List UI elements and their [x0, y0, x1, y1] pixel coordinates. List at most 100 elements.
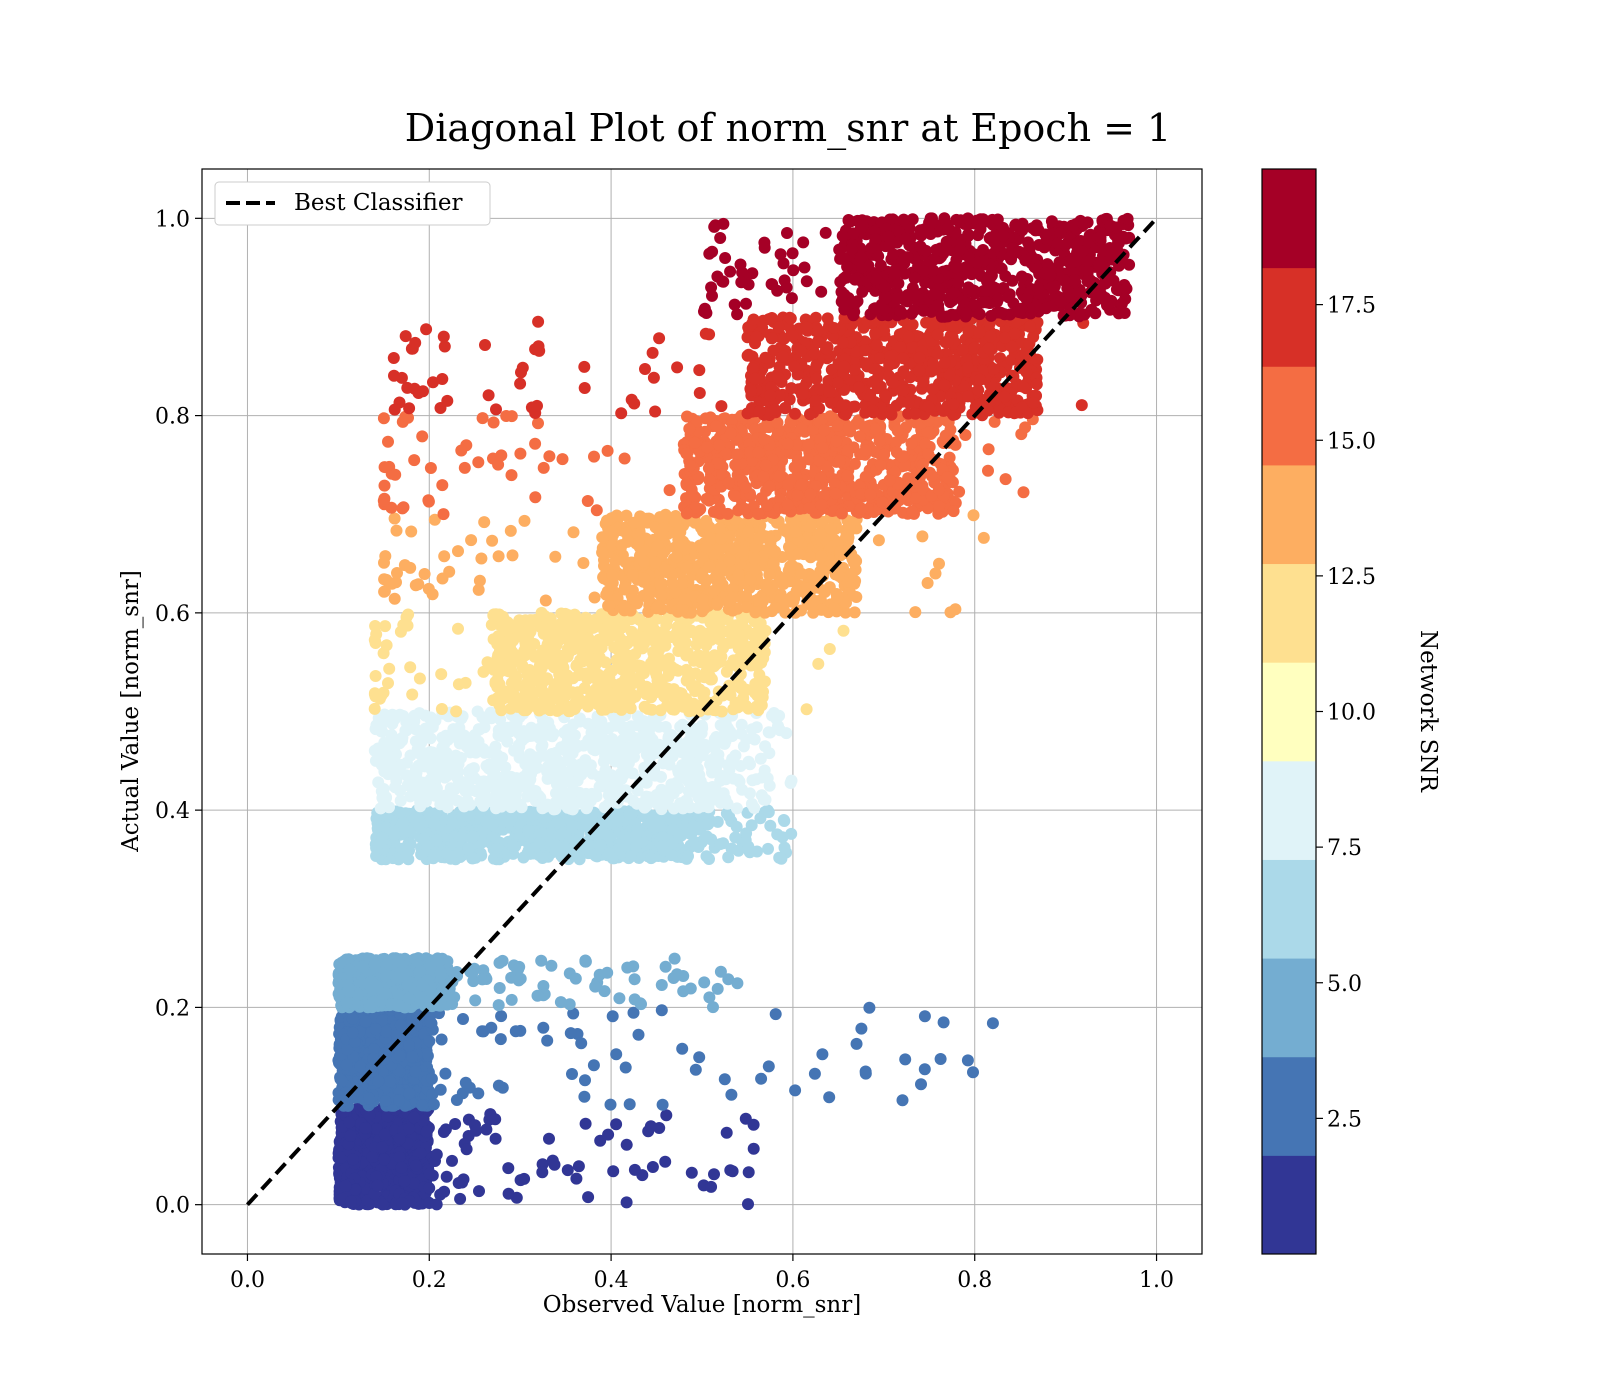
scatter-point: [340, 1059, 353, 1071]
scatter-point: [464, 746, 477, 759]
scatter-point: [674, 720, 687, 733]
scatter-point: [513, 727, 526, 740]
scatter-point: [548, 1158, 561, 1171]
scatter-point: [720, 1126, 733, 1139]
scatter-point: [731, 977, 744, 990]
scatter-point: [535, 954, 548, 967]
scatter-point: [735, 697, 748, 710]
scatter-point: [763, 779, 776, 792]
scatter-point: [541, 1034, 554, 1047]
scatter-point: [418, 832, 431, 845]
scatter-point: [698, 738, 711, 751]
scatter-point: [489, 1132, 502, 1145]
scatter-point: [629, 829, 642, 842]
scatter-point: [414, 796, 427, 809]
scatter-point: [671, 968, 683, 981]
snr-band-1: [332, 1100, 760, 1211]
scatter-point: [606, 1010, 619, 1023]
scatter-point: [516, 659, 529, 672]
scatter-point: [692, 801, 705, 814]
scatter-point: [506, 839, 519, 852]
scatter-point: [666, 823, 679, 836]
scatter-point: [513, 740, 526, 753]
scatter-point: [603, 722, 616, 735]
scatter-point: [685, 746, 698, 759]
scatter-point: [514, 798, 527, 811]
scatter-point: [499, 761, 512, 774]
scatter-point: [388, 828, 401, 841]
scatter-point: [630, 840, 643, 853]
scatter-point: [451, 794, 464, 807]
scatter-point: [344, 1129, 357, 1142]
scatter-point: [607, 1165, 620, 1178]
scatter-point: [726, 753, 739, 765]
scatter-point: [536, 852, 549, 864]
scatter-point: [603, 787, 616, 800]
scatter-point: [357, 960, 369, 973]
scatter-point: [934, 1053, 947, 1065]
scatter-point: [368, 958, 381, 971]
scatter-point: [440, 1170, 453, 1183]
scatter-point: [568, 729, 581, 742]
snr-band-11: [368, 606, 850, 718]
scatter-point: [720, 665, 733, 678]
scatter-point: [340, 996, 353, 1009]
scatter-point: [789, 1084, 802, 1097]
scatter-point: [408, 812, 421, 825]
scatter-point: [434, 1083, 447, 1096]
scatter-points: [332, 212, 1136, 1211]
scatter-point: [730, 820, 743, 833]
scatter-point: [455, 831, 468, 843]
scatter-point: [655, 1004, 668, 1017]
scatter-point: [613, 992, 626, 1005]
scatter-point: [372, 742, 385, 755]
scatter-point: [684, 982, 697, 995]
scatter-point: [396, 1197, 408, 1209]
scatter-point: [679, 647, 692, 660]
scatter-point: [682, 670, 695, 683]
scatter-point: [575, 1037, 588, 1050]
scatter-point: [535, 662, 548, 675]
scatter-point: [542, 716, 555, 729]
scatter-point: [918, 1010, 931, 1023]
scatter-point: [619, 654, 632, 667]
scatter-point: [682, 850, 694, 863]
scatter-point: [662, 792, 675, 805]
scatter-point: [676, 1042, 689, 1055]
scatter-point: [597, 755, 610, 768]
scatter-point: [601, 966, 614, 979]
scatter-point: [545, 959, 558, 972]
scatter-point: [823, 643, 836, 655]
scatter-point: [389, 781, 402, 794]
scatter-point: [403, 1122, 416, 1135]
scatter-point: [746, 723, 759, 736]
scatter-point: [695, 727, 708, 740]
scatter-point: [359, 1122, 372, 1134]
scatter-point: [500, 790, 513, 803]
scatter-point: [492, 999, 505, 1012]
scatter-point: [380, 639, 393, 652]
scatter-point: [614, 677, 627, 690]
scatter-point: [732, 844, 745, 857]
scatter-point: [494, 1033, 507, 1046]
chart-title: Diagonal Plot of norm_snr at Epoch = 1: [405, 106, 1171, 151]
scatter-point: [416, 979, 429, 992]
scatter-point: [486, 818, 499, 831]
scatter-point: [490, 608, 502, 621]
scatter-point: [376, 1141, 389, 1154]
scatter-point: [483, 746, 496, 759]
scatter-point: [476, 1025, 489, 1038]
scatter-point: [744, 758, 756, 771]
scatter-point: [655, 979, 668, 991]
scatter-point: [450, 705, 463, 718]
scatter-point: [620, 1138, 633, 1151]
scatter-point: [408, 1177, 420, 1190]
scatter-point: [466, 966, 479, 979]
scatter-point: [656, 1098, 669, 1111]
scatter-point: [587, 1059, 600, 1072]
scatter-point: [536, 739, 549, 751]
scatter-point: [700, 652, 713, 665]
scatter-point: [452, 678, 465, 691]
scatter-point: [495, 1010, 508, 1023]
scatter-point: [421, 1125, 433, 1138]
